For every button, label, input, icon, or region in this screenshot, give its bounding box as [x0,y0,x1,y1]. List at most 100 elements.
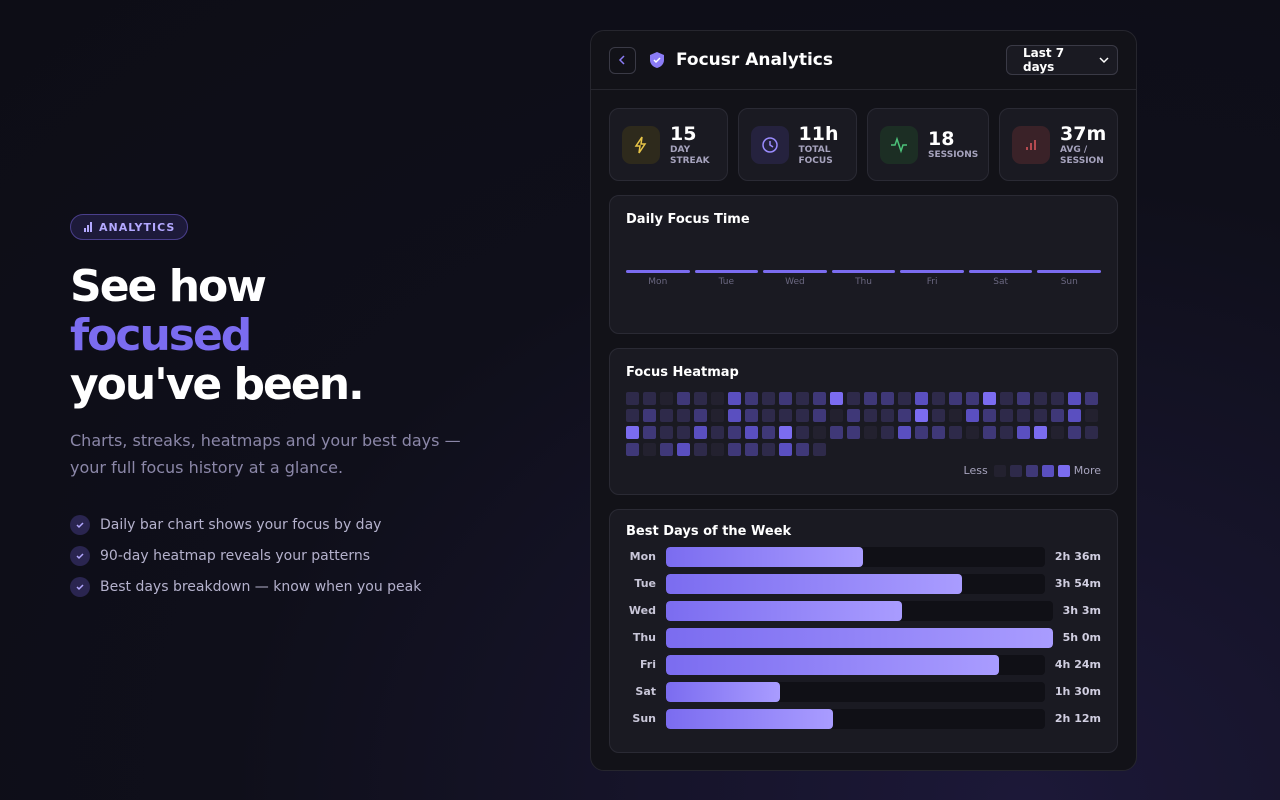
legend-swatch [993,464,1006,477]
heat-cell [779,426,792,439]
feature-text: 90-day heatmap reveals your patterns [100,547,371,564]
daily-bar [626,270,690,273]
bar-track [666,546,1045,567]
heat-cell [915,392,928,405]
stat-text: 18 SESSIONS [928,128,978,161]
stat-icon [750,125,789,164]
heat-cell [966,409,979,422]
heat-cell [762,426,775,439]
best-day-bar [666,573,962,594]
legend-swatch [1041,464,1054,477]
daily-bar [1037,270,1102,273]
heat-cell [864,426,877,439]
best-days-card: Best Days of the Week Mon 2h 36m Tue 3h 54m… [609,509,1118,753]
day-label: Mon [629,550,656,563]
stat-card: 37m AVG / SESSION [999,108,1118,181]
day-column: Thu [831,270,896,287]
duration-label: 3h 3m [1062,604,1101,617]
check-icon [70,576,90,597]
heat-cell [694,426,707,439]
headline-3: you've been. [70,359,365,410]
heat-cell [830,392,843,405]
stat-icon [622,125,660,164]
stat-value: 15 [670,122,697,145]
best-day-bar [666,654,1000,675]
daily-bar [694,270,759,273]
feature-text: Daily bar chart shows your focus by day [100,516,382,533]
feature: Best days breakdown — know when you peak [70,571,490,602]
stat-value: 37m [1060,122,1107,145]
stat-value: 18 [928,128,955,150]
best-day-row: Fri 4h 24m [626,651,1101,678]
best-day-row: Sun 2h 12m [626,705,1101,732]
day-label: Sat [993,277,1009,287]
best-day-bar [666,546,864,567]
heat-cell [830,409,843,422]
heat-cell [677,443,690,456]
logo [650,52,664,68]
day-label: Fri [639,658,656,671]
stat-label: DAY STREAK [670,144,710,166]
stats: 15 DAY STREAK 11h TOTAL FOCUS 18 SESSIONS 37m A… [609,108,1118,181]
daily-bar [968,270,1033,273]
back-button[interactable] [609,46,636,74]
duration-label: 4h 24m [1054,658,1101,671]
heat-cell [660,409,673,422]
heat-cell [694,392,707,405]
heat-cell [796,392,809,405]
heat-cell [796,443,809,456]
feature-text: Best days breakdown — know when you peak [100,578,422,595]
heat-cell [677,409,690,422]
heat-cell [983,409,996,422]
subtitle: Charts, streaks, heatmaps and your best … [70,431,461,477]
stat-icon [1012,125,1050,164]
heat-cell [847,392,860,405]
stat-value: 11h [798,122,839,145]
heat-cell [881,426,894,439]
bar-track [666,627,1053,648]
heat-cell [881,409,894,422]
heat-cell [898,426,911,439]
heat-cell [966,392,979,405]
day-label: Tue [634,577,656,590]
stat-label: AVG / SESSION [1060,144,1104,166]
heat-cell [643,443,656,456]
stat-card: 18 SESSIONS [867,108,989,181]
legend-swatch [1025,464,1038,477]
day-label: Wed [785,277,805,287]
app-title: Focusr Analytics [676,50,833,70]
legend-less: Less [963,464,988,477]
heat-cell [1034,426,1047,439]
heat-cell [949,392,962,405]
card-title: Focus Heatmap [626,365,739,380]
duration-label: 3h 54m [1054,577,1101,590]
range-select[interactable]: Last 7 days [1006,45,1118,75]
heat-cell [983,392,996,405]
best-day-row: Sat 1h 30m [626,678,1101,705]
best-day-row: Tue 3h 54m [626,570,1101,597]
heat-cell [813,392,826,405]
heat-cell [728,426,741,439]
heat-cell [830,426,843,439]
heat-cell [745,392,758,405]
stat-text: 37m AVG / SESSION [1060,123,1106,167]
heat-cell [881,392,894,405]
duration-label: 1h 30m [1054,685,1101,698]
heat-cell [847,409,860,422]
heat-cell [1068,426,1081,439]
heatmap-card: Focus Heatmap Less More [609,348,1118,495]
heat-cell [1017,392,1030,405]
duration-label: 2h 12m [1054,712,1101,725]
card-title: Daily Focus Time [626,212,750,227]
feature: Daily bar chart shows your focus by day [70,509,490,540]
heat-cell [898,392,911,405]
heat-cell [1017,426,1030,439]
heat-cell [626,392,639,405]
heat-cell [779,409,792,422]
stat-text: 15 DAY STREAK [670,123,715,167]
heat-cell [626,426,639,439]
heat-cell [762,409,775,422]
stat-label: TOTAL FOCUS [798,144,833,166]
stat-label: SESSIONS [928,150,979,160]
day-column: Fri [900,270,964,287]
